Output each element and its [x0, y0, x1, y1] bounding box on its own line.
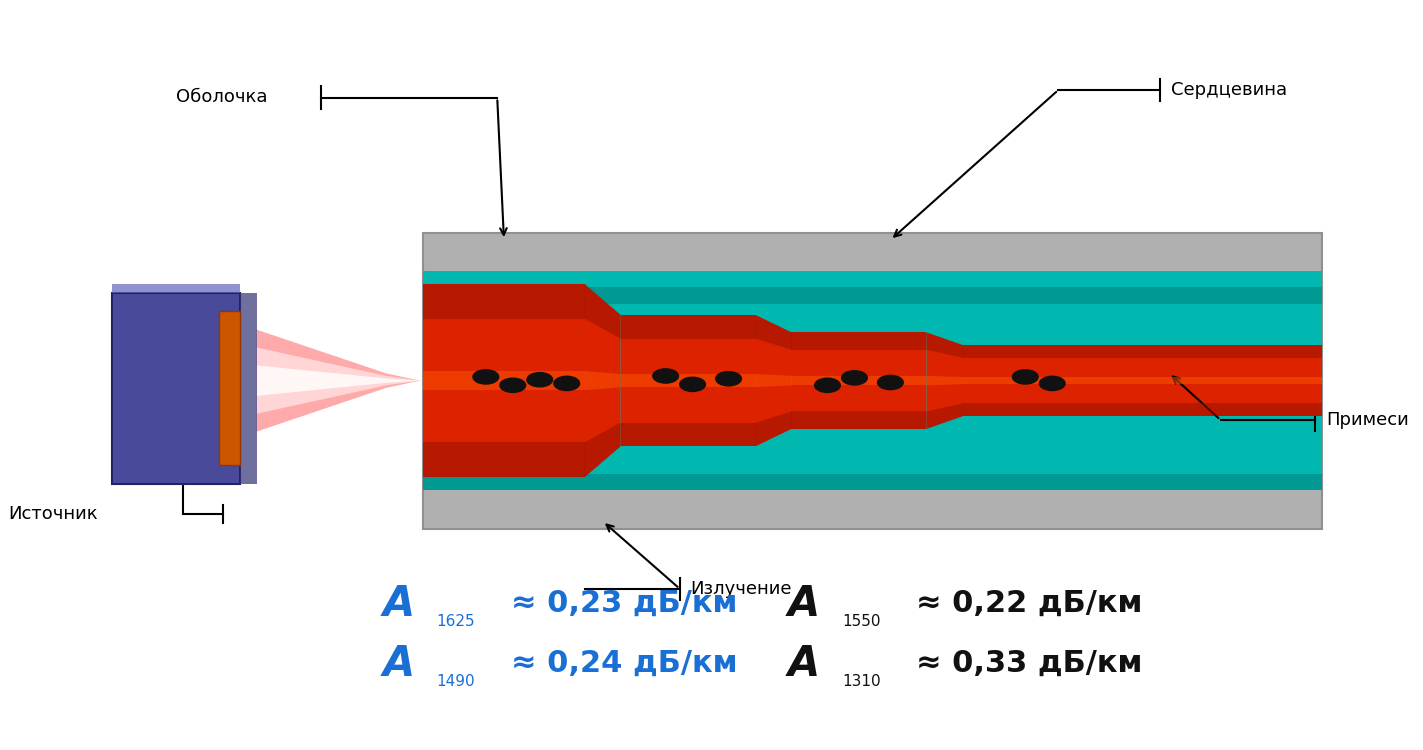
Polygon shape [585, 284, 620, 477]
Text: Источник: Источник [9, 505, 98, 523]
Text: A: A [788, 643, 820, 685]
Text: A: A [383, 643, 414, 685]
Polygon shape [791, 332, 926, 350]
Polygon shape [423, 284, 585, 319]
Polygon shape [962, 404, 1322, 416]
Polygon shape [585, 422, 620, 477]
FancyBboxPatch shape [112, 292, 240, 484]
Circle shape [472, 370, 498, 384]
Circle shape [1012, 370, 1039, 384]
Polygon shape [791, 412, 926, 429]
Text: Оболочка: Оболочка [176, 88, 268, 106]
Text: ≈ 0,33 дБ/км: ≈ 0,33 дБ/км [916, 650, 1143, 678]
Polygon shape [756, 315, 791, 446]
Text: ≈ 0,24 дБ/км: ≈ 0,24 дБ/км [511, 650, 737, 678]
Polygon shape [926, 376, 962, 386]
Polygon shape [423, 442, 585, 477]
Polygon shape [620, 374, 756, 387]
Polygon shape [585, 371, 620, 390]
Circle shape [1039, 376, 1064, 391]
Text: Излучение: Излучение [690, 580, 793, 598]
Polygon shape [256, 330, 420, 432]
Bar [423, 474, 1322, 490]
Polygon shape [423, 371, 585, 390]
Polygon shape [926, 332, 962, 429]
Bar [240, 292, 256, 484]
Polygon shape [756, 374, 791, 387]
Circle shape [680, 377, 706, 392]
Polygon shape [756, 412, 791, 446]
Polygon shape [423, 284, 585, 477]
Polygon shape [962, 377, 1322, 384]
Circle shape [653, 369, 679, 383]
Circle shape [814, 378, 841, 392]
Text: A: A [788, 583, 820, 625]
Circle shape [878, 375, 904, 389]
Text: Примеси: Примеси [1326, 411, 1409, 429]
Text: ≈ 0,22 дБ/км: ≈ 0,22 дБ/км [916, 590, 1143, 618]
Polygon shape [256, 365, 420, 396]
Text: 1310: 1310 [842, 674, 881, 689]
FancyBboxPatch shape [423, 232, 1322, 529]
Circle shape [499, 378, 525, 392]
Polygon shape [756, 315, 791, 350]
Polygon shape [585, 284, 620, 339]
Text: 1550: 1550 [842, 614, 881, 629]
Bar [423, 271, 1322, 490]
Text: 1490: 1490 [437, 674, 475, 689]
Polygon shape [620, 315, 756, 446]
Text: 1625: 1625 [437, 614, 475, 629]
Polygon shape [926, 404, 962, 429]
Polygon shape [256, 347, 420, 414]
Polygon shape [620, 315, 756, 339]
Polygon shape [962, 345, 1322, 358]
Polygon shape [620, 422, 756, 446]
Circle shape [554, 376, 579, 391]
Circle shape [716, 372, 741, 386]
Polygon shape [926, 332, 962, 358]
Circle shape [841, 370, 867, 385]
Polygon shape [791, 332, 926, 429]
Text: Сердцевина: Сердцевина [1171, 81, 1286, 99]
Polygon shape [962, 345, 1322, 416]
Text: A: A [383, 583, 414, 625]
Text: ≈ 0,23 дБ/км: ≈ 0,23 дБ/км [511, 590, 737, 618]
FancyBboxPatch shape [219, 311, 240, 465]
Bar [423, 287, 1322, 304]
Circle shape [527, 373, 552, 387]
Polygon shape [791, 376, 926, 386]
Bar [112, 284, 240, 292]
